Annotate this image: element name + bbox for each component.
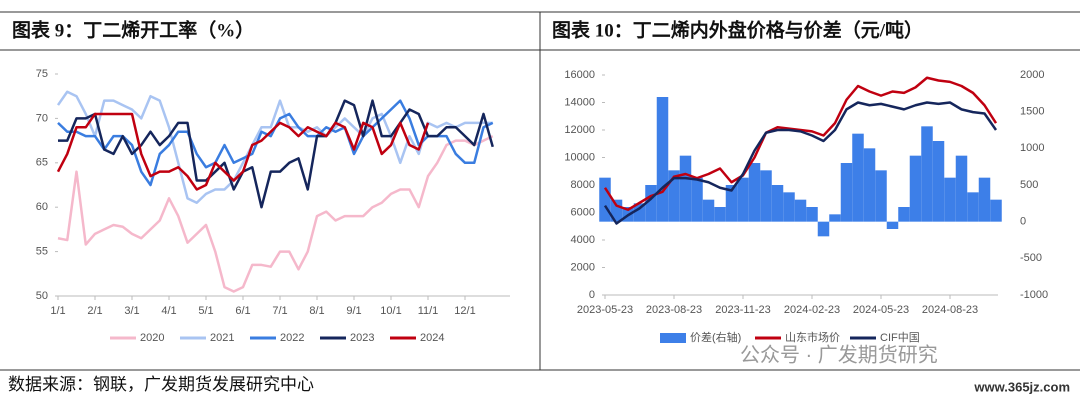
x-tick-label: 2023-11-23 bbox=[715, 304, 770, 316]
legend-label: 山东市场价 bbox=[785, 330, 840, 344]
bar bbox=[645, 185, 657, 222]
bar bbox=[771, 185, 784, 222]
series-line bbox=[56, 112, 430, 191]
x-tick-label: 7/1 bbox=[272, 305, 287, 317]
x-tick-label: 1/1 bbox=[50, 305, 65, 317]
y-tick-label: 10000 bbox=[564, 151, 595, 163]
y-tick-label: 8000 bbox=[571, 179, 595, 191]
bar bbox=[944, 177, 956, 222]
chart-title: 图表 9：丁二烯开工率（%） bbox=[12, 18, 254, 41]
y-tick-label: 75 bbox=[36, 68, 48, 80]
x-tick-label: 4/1 bbox=[161, 305, 176, 317]
y-tick-label: 6000 bbox=[571, 206, 595, 218]
y2-tick-label: 1500 bbox=[1020, 106, 1044, 118]
bar bbox=[840, 163, 853, 222]
bar bbox=[610, 199, 623, 222]
legend-swatch bbox=[660, 333, 686, 343]
series-line bbox=[56, 90, 493, 205]
chart-title: 图表 10：丁二烯内外盘价格与价差（元/吨） bbox=[552, 18, 923, 41]
y2-tick-label: 500 bbox=[1020, 179, 1038, 191]
x-tick-label: 5/1 bbox=[198, 305, 213, 317]
bar bbox=[679, 155, 692, 222]
x-tick-label: 2024-05-23 bbox=[853, 304, 909, 316]
watermark: 公众号 · 广发期货研究 bbox=[740, 343, 938, 366]
y-tick-label: 4000 bbox=[571, 234, 595, 246]
footer: 数据来源：钢联，广发期货发展研究中心 bbox=[8, 375, 314, 394]
bar bbox=[783, 192, 795, 222]
series-line bbox=[57, 135, 494, 293]
x-tick-label: 2024-02-23 bbox=[784, 304, 840, 316]
x-tick-label: 12/1 bbox=[454, 305, 475, 317]
bar bbox=[990, 199, 1002, 222]
y-tick-label: 55 bbox=[36, 246, 48, 258]
y2-tick-label: -500 bbox=[1020, 252, 1042, 264]
y2-tick-label: 2000 bbox=[1020, 69, 1044, 81]
bar bbox=[737, 177, 749, 222]
x-tick-label: 6/1 bbox=[235, 305, 250, 317]
bar bbox=[967, 192, 979, 222]
y-tick-label: 50 bbox=[36, 290, 48, 302]
legend-label: 2022 bbox=[280, 332, 304, 344]
bar bbox=[702, 199, 715, 222]
x-tick-label: 2024-08-23 bbox=[922, 304, 978, 316]
legend-label: 2020 bbox=[140, 332, 164, 344]
bar bbox=[978, 177, 991, 222]
y-tick-label: 12000 bbox=[564, 124, 595, 136]
series-line bbox=[58, 99, 494, 209]
bar bbox=[599, 177, 611, 222]
y-tick-label: 16000 bbox=[564, 69, 595, 81]
bar bbox=[748, 163, 761, 222]
bar bbox=[852, 133, 864, 222]
bar bbox=[909, 155, 922, 222]
bar bbox=[691, 177, 703, 222]
x-tick-label: 11/1 bbox=[418, 305, 439, 317]
y-tick-label: 2000 bbox=[571, 261, 595, 273]
y-tick-label: 0 bbox=[589, 289, 595, 301]
y2-tick-label: 0 bbox=[1020, 216, 1026, 228]
y-tick-label: 60 bbox=[36, 201, 48, 213]
bar bbox=[725, 185, 738, 222]
bar bbox=[932, 141, 945, 222]
bar bbox=[668, 170, 680, 222]
y-tick-label: 14000 bbox=[564, 96, 595, 108]
bar bbox=[955, 155, 968, 222]
y2-tick-label: 1000 bbox=[1020, 142, 1044, 154]
bar bbox=[886, 221, 899, 229]
x-tick-label: 3/1 bbox=[124, 305, 139, 317]
x-tick-label: 8/1 bbox=[309, 305, 324, 317]
legend-label: 2021 bbox=[210, 332, 234, 344]
bar bbox=[898, 207, 910, 222]
y2-tick-label: -1000 bbox=[1020, 289, 1048, 301]
watermark: www.365jz.com bbox=[973, 379, 1070, 394]
legend-label: 2024 bbox=[420, 332, 444, 344]
x-tick-label: 2023-08-23 bbox=[646, 304, 702, 316]
bar bbox=[633, 203, 646, 222]
series-line bbox=[603, 101, 998, 225]
bar bbox=[806, 207, 818, 222]
bar bbox=[921, 126, 933, 222]
bar bbox=[656, 97, 669, 222]
x-tick-label: 9/1 bbox=[346, 305, 361, 317]
bar bbox=[863, 148, 876, 222]
x-tick-label: 10/1 bbox=[380, 305, 401, 317]
legend-label: CIF中国 bbox=[880, 331, 920, 344]
y-tick-label: 70 bbox=[36, 112, 48, 124]
x-tick-label: 2023-05-23 bbox=[577, 304, 633, 316]
bar bbox=[875, 170, 887, 222]
legend-label: 2023 bbox=[350, 332, 374, 344]
legend-label: 价差(右轴) bbox=[690, 330, 741, 344]
y-tick-label: 65 bbox=[36, 157, 48, 169]
bar bbox=[829, 214, 841, 222]
bar bbox=[714, 207, 726, 222]
bar bbox=[794, 199, 807, 222]
bar bbox=[760, 170, 772, 222]
x-tick-label: 2/1 bbox=[87, 305, 102, 317]
bar bbox=[817, 221, 830, 237]
